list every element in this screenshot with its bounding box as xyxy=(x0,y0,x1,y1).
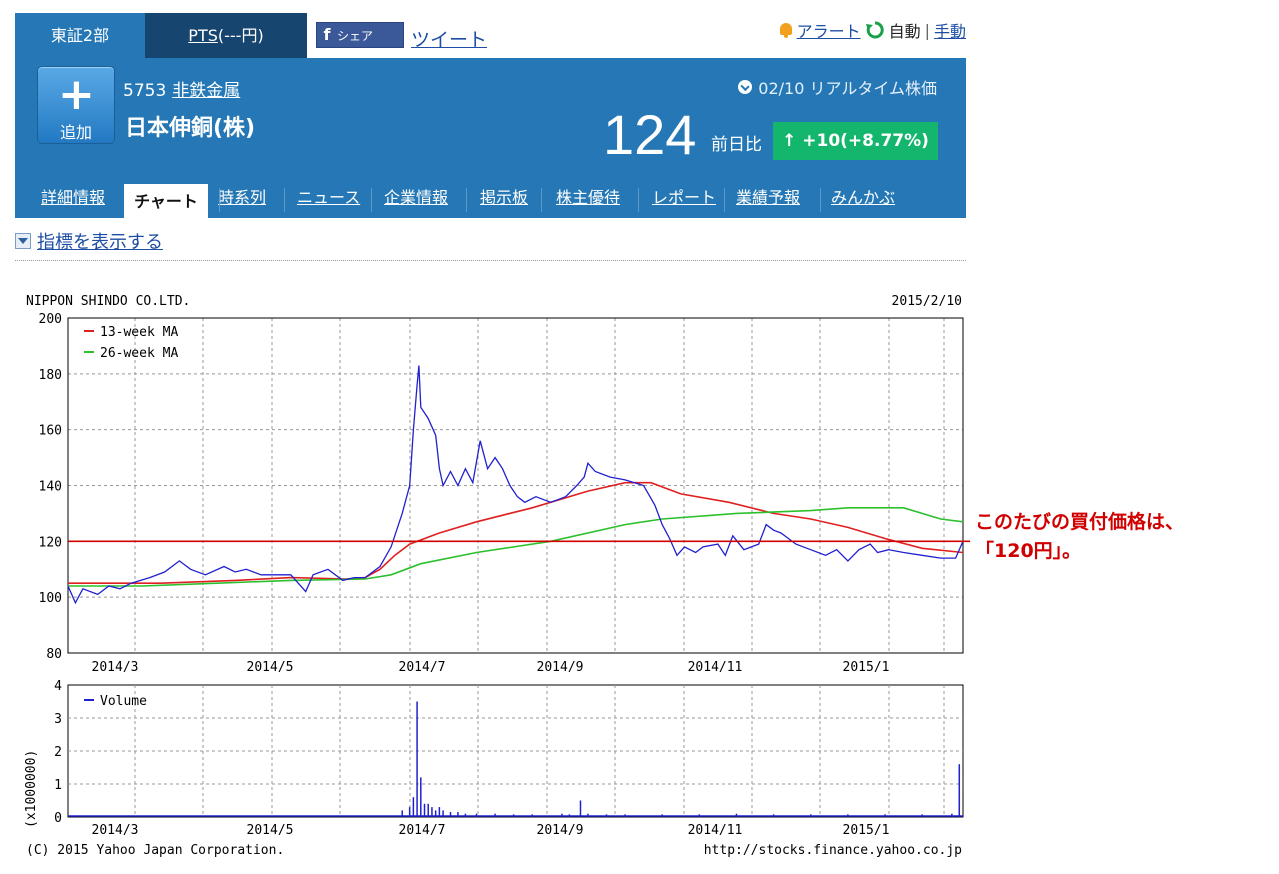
volume-x-tick: 2014/5 xyxy=(247,823,294,838)
series-line-2 xyxy=(67,365,964,605)
nav-separator xyxy=(219,188,220,212)
volume-x-tick: 2014/3 xyxy=(92,823,139,838)
annotation-line1: このたびの買付価格は、 xyxy=(975,511,1185,533)
y-tick-label: 180 xyxy=(39,368,62,383)
realtime-info: 02/10 リアルタイム株価 xyxy=(738,75,937,99)
nav-separator xyxy=(820,188,821,212)
facebook-icon: f xyxy=(323,25,331,44)
chart-source-url: http://stocks.finance.yahoo.co.jp xyxy=(704,843,962,858)
nav-tab-3[interactable]: ニュース xyxy=(297,188,361,207)
stock-code: 5753 xyxy=(123,81,167,101)
alert-link[interactable]: アラート xyxy=(796,22,861,41)
nav-tab-1[interactable]: チャート xyxy=(124,184,208,218)
stock-price: 124 xyxy=(603,103,697,166)
y-tick-label: 120 xyxy=(39,535,62,550)
tab-pts[interactable]: PTS(---円) xyxy=(145,13,307,58)
nav-tab-2[interactable]: 時系列 xyxy=(218,188,267,207)
nav-tab-0[interactable]: 詳細情報 xyxy=(41,188,106,207)
nav-separator xyxy=(371,188,372,212)
auto-label[interactable]: 自動 xyxy=(888,22,921,41)
y-tick-label: 80 xyxy=(46,647,62,662)
indicator-toggle[interactable]: 指標を表示する xyxy=(15,228,163,254)
y-tick-label: 140 xyxy=(39,480,62,495)
expand-icon[interactable] xyxy=(15,233,31,249)
change-badge: ↑ +10(+8.77%) xyxy=(773,122,938,160)
tab-pts-price: (---円) xyxy=(217,26,264,45)
tweet-link[interactable]: ツイート xyxy=(411,29,488,51)
y-tick-label: 100 xyxy=(39,591,62,606)
add-label: 追加 xyxy=(59,123,92,142)
nav-tab-7[interactable]: レポート xyxy=(652,188,717,207)
nav-tab-4[interactable]: 企業情報 xyxy=(384,188,449,207)
separator: | xyxy=(924,20,930,40)
x-tick-label: 2014/3 xyxy=(92,660,139,675)
annotation: このたびの買付価格は、 「120円」。 xyxy=(975,508,1184,566)
company-name: 日本伸銅(株) xyxy=(125,116,256,141)
legend-label: 26-week MA xyxy=(100,346,178,361)
volume-x-tick: 2014/11 xyxy=(688,823,743,838)
realtime-label: 02/10 リアルタイム株価 xyxy=(758,79,937,98)
y-tick-label: 200 xyxy=(39,312,62,327)
annotation-line2: 「120円」。 xyxy=(975,540,1082,562)
plus-icon: + xyxy=(58,69,95,120)
refresh-icon[interactable] xyxy=(865,20,885,40)
chart-title: NIPPON SHINDO CO.LTD. xyxy=(26,294,190,309)
x-tick-label: 2014/5 xyxy=(247,660,294,675)
divider xyxy=(15,260,966,261)
chart-date: 2015/2/10 xyxy=(892,294,962,309)
nav-tabs: 詳細情報 チャート 時系列 ニュース 企業情報 掲示板 株主優待 レポート 業績予報 みんかぶ xyxy=(15,182,966,218)
indicator-link[interactable]: 指標を表示する xyxy=(37,232,163,253)
tab-pts-label: PTS xyxy=(188,26,218,45)
volume-y-tick: 4 xyxy=(54,679,62,694)
x-tick-label: 2014/7 xyxy=(399,660,446,675)
bell-icon xyxy=(779,22,793,38)
volume-y-tick: 0 xyxy=(54,811,62,826)
check-icon xyxy=(738,80,753,94)
volume-x-tick: 2015/1 xyxy=(843,823,890,838)
nav-separator xyxy=(284,188,285,212)
legend-label: 13-week MA xyxy=(100,325,178,340)
nav-tab-8[interactable]: 業績予報 xyxy=(736,188,801,207)
nav-tab-5[interactable]: 掲示板 xyxy=(480,188,529,207)
nav-tab-6[interactable]: 株主優待 xyxy=(556,188,621,207)
add-button[interactable]: + 追加 xyxy=(37,66,115,144)
alert-controls: アラート 自動 | 手動 xyxy=(779,18,966,42)
stock-code-line: 5753 非鉄金属 xyxy=(123,76,240,101)
volume-legend-label: Volume xyxy=(100,694,147,709)
volume-y-tick: 3 xyxy=(54,712,62,727)
manual-link[interactable]: 手動 xyxy=(933,22,966,41)
volume-x-tick: 2014/9 xyxy=(537,823,584,838)
volume-y-label: (x1000000) xyxy=(24,750,39,828)
tab-tse-label: 東証2部 xyxy=(50,26,110,45)
chart-copyright: (C) 2015 Yahoo Japan Corporation. xyxy=(26,843,284,858)
stock-chart: NIPPON SHINDO CO.LTD. 2015/2/108010012014… xyxy=(24,294,970,858)
change-label: 前日比 xyxy=(711,135,762,155)
facebook-share-button[interactable]: f シェア xyxy=(316,22,404,48)
nav-separator xyxy=(638,188,639,212)
nav-separator xyxy=(541,188,542,212)
volume-x-tick: 2014/7 xyxy=(399,823,446,838)
volume-y-tick: 2 xyxy=(54,745,62,760)
nav-separator xyxy=(724,188,725,212)
volume-y-tick: 1 xyxy=(54,778,62,793)
share-label: シェア xyxy=(337,29,374,43)
industry-link[interactable]: 非鉄金属 xyxy=(172,81,241,101)
series-line-0 xyxy=(68,481,964,584)
nav-separator xyxy=(466,188,467,212)
top-bar: 東証2部 PTS(---円) f シェア ツイート アラート 自動 | 手動 xyxy=(15,13,966,58)
tab-tse[interactable]: 東証2部 xyxy=(15,13,145,58)
y-tick-label: 160 xyxy=(39,424,62,439)
x-tick-label: 2014/11 xyxy=(688,660,743,675)
x-tick-label: 2015/1 xyxy=(843,660,890,675)
nav-tab-9[interactable]: みんかぶ xyxy=(831,188,896,207)
plot-frame xyxy=(67,317,964,654)
x-tick-label: 2014/9 xyxy=(537,660,584,675)
